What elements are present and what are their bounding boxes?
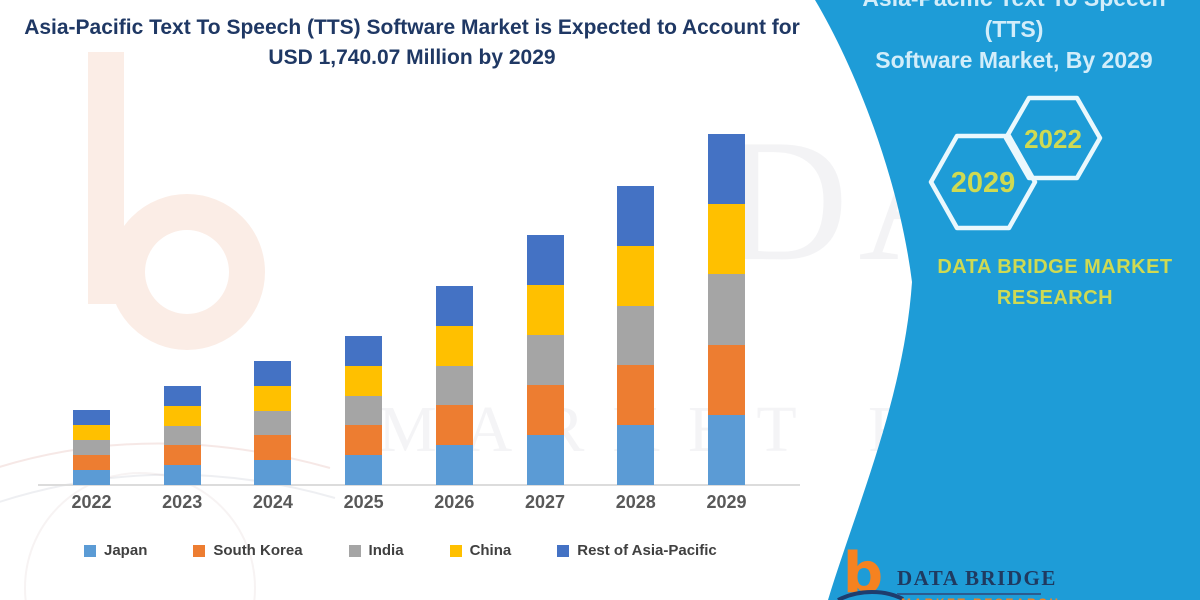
stacked-bar-2024 [254, 361, 292, 485]
bar-segment-china-2024 [254, 385, 292, 411]
bar-segment-rest-of-asia-pacific-2023 [163, 386, 201, 406]
footer-brand-subtext: MARKET RESEARCH [901, 596, 1061, 600]
footer-logo-b-icon: b [843, 541, 884, 600]
panel-heading-line1: Asia-Pacific Text To Speech (TTS) [862, 0, 1165, 42]
bar-segment-china-2023 [163, 405, 201, 426]
bar-segment-india-2025 [345, 395, 383, 426]
bar-segment-south-korea-2022 [73, 455, 110, 470]
legend-label: India [368, 542, 404, 559]
bar-segment-india-2024 [254, 410, 292, 436]
bar-segment-india-2029 [707, 274, 745, 345]
x-axis-label-2028: 2028 [615, 492, 656, 512]
stacked-bar-2029 [707, 134, 745, 485]
x-axis-label-2024: 2024 [252, 492, 293, 512]
bar-segment-south-korea-2028 [617, 365, 655, 426]
stacked-bar-2025 [345, 336, 383, 485]
bar-segment-south-korea-2025 [345, 425, 383, 456]
bar-segment-china-2029 [707, 204, 745, 275]
bar-segment-south-korea-2023 [163, 445, 201, 466]
bar-segment-south-korea-2029 [707, 344, 745, 415]
legend-item-south-korea: South Korea [193, 542, 303, 559]
bar-segment-south-korea-2027 [526, 385, 564, 435]
panel-heading: Asia-Pacific Text To Speech (TTS) Softwa… [833, 0, 1195, 76]
x-axis-line [38, 484, 800, 486]
bar-segment-rest-of-asia-pacific-2024 [254, 361, 292, 386]
bar-segment-china-2026 [435, 325, 473, 366]
panel-heading-line2: Software Market, By 2029 [875, 47, 1153, 73]
legend-item-rest-of-asia-pacific: Rest of Asia-Pacific [557, 542, 717, 559]
bar-segment-china-2022 [73, 425, 110, 440]
legend-label: Japan [104, 542, 148, 559]
legend-label: South Korea [213, 542, 303, 559]
bar-segment-japan-2024 [254, 460, 292, 485]
bar-segment-rest-of-asia-pacific-2027 [526, 235, 564, 285]
x-axis-label-2025: 2025 [343, 492, 384, 512]
bar-segment-china-2027 [526, 285, 564, 335]
bar-segment-japan-2028 [617, 425, 655, 485]
legend-swatch-icon [84, 544, 96, 557]
bar-segment-rest-of-asia-pacific-2026 [435, 286, 473, 326]
bar-segment-japan-2023 [163, 465, 201, 485]
x-axis-label-2029: 2029 [706, 492, 747, 512]
bar-segment-rest-of-asia-pacific-2025 [345, 336, 383, 366]
bar-segment-rest-of-asia-pacific-2029 [707, 134, 745, 205]
legend-item-india: India [348, 542, 404, 559]
bar-segment-rest-of-asia-pacific-2028 [617, 186, 655, 246]
legend-swatch-icon [557, 544, 570, 557]
panel-brand-text: DATA BRIDGE MARKET RESEARCH [905, 252, 1200, 314]
stacked-bar-2026 [435, 286, 473, 485]
bar-segment-japan-2026 [435, 445, 473, 485]
bar-segment-india-2028 [617, 305, 655, 366]
legend-item-japan: Japan [84, 542, 147, 559]
bar-segment-india-2023 [163, 425, 201, 446]
chart-title-line2: USD 1,740.07 Million by 2029 [268, 46, 556, 69]
panel-brand-line1: DATA BRIDGE MARKET [937, 256, 1173, 278]
legend-swatch-icon [449, 544, 462, 557]
bar-segment-japan-2025 [345, 455, 383, 485]
chart-title-line1: Asia-Pacific Text To Speech (TTS) Softwa… [24, 16, 800, 39]
x-axis-label-2022: 2022 [71, 492, 112, 512]
stacked-bar-2023 [163, 386, 201, 485]
chart-legend: Japan South Korea India China Rest of Asia-P… [84, 542, 717, 559]
footer-brand-text: DATA BRIDGE [897, 566, 1057, 590]
bar-segment-south-korea-2024 [254, 435, 292, 461]
stacked-bar-2022 [73, 410, 110, 485]
chart-title: Asia-Pacific Text To Speech (TTS) Softwa… [22, 13, 802, 73]
bar-segment-india-2027 [526, 335, 564, 385]
bar-segment-india-2022 [73, 440, 110, 455]
bar-segment-south-korea-2026 [435, 405, 473, 446]
bar-segment-japan-2022 [73, 470, 110, 485]
bar-segment-rest-of-asia-pacific-2022 [73, 410, 110, 425]
panel-brand-line2: RESEARCH [996, 287, 1114, 309]
legend-swatch-icon [193, 544, 206, 557]
bar-segment-japan-2027 [526, 435, 564, 485]
bar-segment-china-2028 [617, 245, 655, 306]
x-axis-label-2027: 2027 [525, 492, 566, 512]
bar-segment-japan-2029 [707, 414, 745, 485]
legend-label: China [469, 542, 512, 559]
x-axis-label-2026: 2026 [434, 492, 475, 512]
legend-item-china: China [449, 542, 512, 559]
bar-segment-china-2025 [345, 365, 383, 396]
bar-segment-india-2026 [435, 365, 473, 406]
x-axis-label-2023: 2023 [162, 492, 203, 512]
stacked-bar-2028 [617, 186, 655, 485]
stacked-bar-2027 [526, 235, 564, 485]
legend-swatch-icon [348, 544, 361, 557]
footer-brand-underline [897, 593, 1041, 595]
legend-label: Rest of Asia-Pacific [577, 542, 717, 559]
